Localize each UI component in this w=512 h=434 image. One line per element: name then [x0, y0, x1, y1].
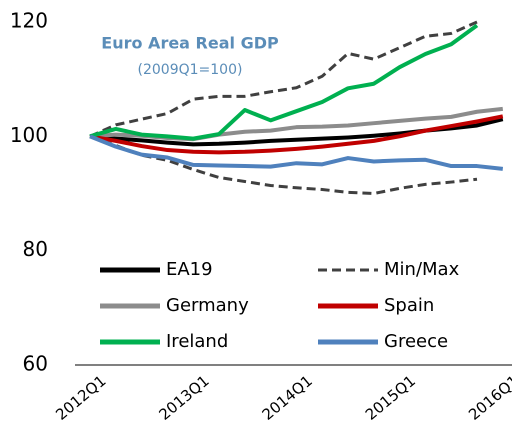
x-tick-label: 2015Q1 — [362, 372, 419, 424]
legend-label: Greece — [384, 331, 448, 352]
legend-label: Germany — [166, 295, 249, 316]
y-tick-label: 60 — [23, 352, 48, 376]
series-line — [89, 134, 478, 195]
legend-label: Ireland — [166, 331, 228, 352]
x-tick-label: 2014Q1 — [259, 372, 316, 424]
y-tick-label: 100 — [10, 123, 48, 147]
legend-label: Min/Max — [384, 259, 460, 280]
series-line — [89, 134, 504, 171]
series-line — [89, 23, 479, 141]
series-line — [89, 117, 504, 147]
legend-label: EA19 — [166, 259, 213, 280]
chart-title: Euro Area Real GDP — [101, 34, 279, 53]
y-tick-label: 120 — [10, 9, 48, 33]
series-line — [89, 114, 504, 155]
y-tick-label: 80 — [23, 237, 48, 261]
legend-label: Spain — [384, 295, 434, 316]
x-tick-label: 2012Q1 — [52, 372, 109, 424]
series-line — [89, 20, 478, 138]
x-tick-label: 2016Q1 — [465, 372, 512, 424]
x-tick-label: 2013Q1 — [155, 372, 212, 424]
chart-subtitle: (2009Q1=100) — [138, 62, 243, 78]
